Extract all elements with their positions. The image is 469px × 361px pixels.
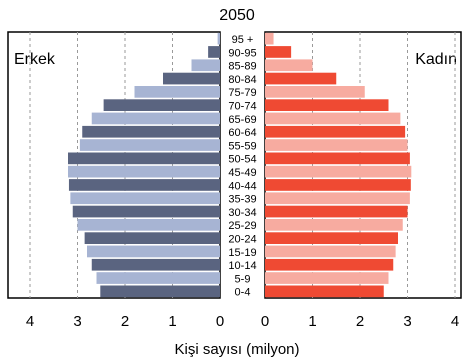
- male-bar: [103, 99, 220, 111]
- male-bar: [91, 112, 220, 125]
- female-bar: [265, 272, 389, 284]
- female-bar: [265, 139, 408, 151]
- female-bar: [265, 152, 410, 165]
- age-group-label: 95 +: [232, 34, 254, 46]
- male-x-tick-label: 2: [121, 313, 129, 330]
- male-label: Erkek: [14, 51, 56, 68]
- male-bar: [217, 32, 220, 45]
- male-bar: [191, 59, 220, 72]
- age-group-label: 85-89: [228, 61, 256, 73]
- male-bar: [134, 86, 220, 98]
- male-x-tick-label: 1: [168, 313, 176, 330]
- female-bar: [265, 179, 411, 191]
- age-group-label: 20-24: [228, 234, 256, 246]
- age-group-label: 45-49: [228, 167, 256, 179]
- female-bar: [265, 258, 394, 271]
- age-group-label: 15-19: [228, 247, 256, 259]
- female-bar: [265, 72, 337, 85]
- male-bar: [84, 232, 220, 244]
- age-group-label: 55-59: [228, 140, 256, 152]
- chart-title: 2050: [219, 7, 255, 24]
- male-bar: [96, 272, 220, 284]
- age-group-label: 65-69: [228, 114, 256, 126]
- age-group-label: 75-79: [228, 87, 256, 99]
- female-bar: [265, 285, 384, 298]
- male-bar: [68, 179, 220, 191]
- age-group-label: 90-95: [228, 47, 256, 59]
- age-group-label: 5-9: [235, 273, 251, 285]
- female-label: Kadın: [415, 51, 457, 68]
- age-group-label: 10-14: [228, 260, 256, 272]
- male-bar: [77, 219, 220, 231]
- age-group-label: 70-74: [228, 101, 256, 113]
- age-group-label: 30-34: [228, 207, 256, 219]
- female-x-tick-label: 0: [261, 313, 269, 330]
- female-bar: [265, 232, 398, 244]
- age-group-label: 60-64: [228, 127, 256, 139]
- male-bar: [208, 46, 220, 58]
- male-panel-frame: [7, 31, 221, 299]
- male-x-tick-label: 3: [73, 313, 81, 330]
- male-bar: [100, 285, 220, 298]
- male-panel: Erkek: [7, 31, 221, 299]
- female-bar: [265, 245, 396, 258]
- female-x-tick-label: 3: [403, 313, 411, 330]
- female-x-tick-label: 4: [451, 313, 459, 330]
- female-bar: [265, 46, 292, 58]
- male-bar: [163, 72, 220, 85]
- age-group-label: 0-4: [235, 287, 251, 299]
- female-bar: [265, 192, 410, 205]
- female-bar: [265, 165, 412, 178]
- male-bar: [91, 258, 220, 271]
- female-panel-frame: [264, 31, 462, 299]
- female-x-tick-label: 1: [308, 313, 316, 330]
- female-x-tick-label: 2: [356, 313, 364, 330]
- male-bar: [72, 205, 220, 218]
- female-bar: [265, 205, 408, 218]
- female-bar: [265, 32, 274, 45]
- male-bar: [70, 192, 220, 205]
- female-panel: Kadın: [264, 31, 462, 299]
- x-axis-label: Kişi sayısı (milyon): [174, 341, 299, 358]
- female-bar: [265, 59, 313, 72]
- age-group-label: 35-39: [228, 194, 256, 206]
- female-bar: [265, 219, 403, 231]
- age-group-label: 40-44: [228, 180, 256, 192]
- female-bar: [265, 99, 389, 111]
- male-bar: [68, 152, 220, 165]
- age-group-label: 50-54: [228, 154, 256, 166]
- male-x-tick-label: 4: [26, 313, 34, 330]
- male-bar: [79, 139, 220, 151]
- female-bar: [265, 125, 406, 138]
- female-bar: [265, 86, 365, 98]
- male-bar: [82, 125, 220, 138]
- male-bar: [87, 245, 220, 258]
- male-bar: [68, 165, 220, 178]
- age-group-label: 80-84: [228, 74, 256, 86]
- male-x-tick-label: 0: [216, 313, 224, 330]
- age-group-label: 25-29: [228, 220, 256, 232]
- female-bar: [265, 112, 401, 125]
